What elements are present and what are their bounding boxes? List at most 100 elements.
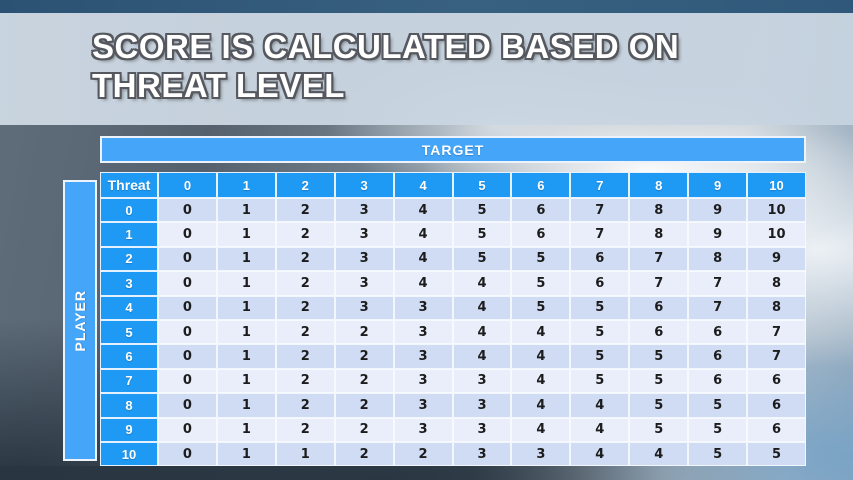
score-cell: 7 (688, 271, 748, 296)
score-cell: 3 (452, 393, 512, 418)
column-header-cell: 7 (570, 172, 630, 198)
column-header-cell: 3 (334, 172, 394, 198)
score-cell: 2 (393, 441, 453, 467)
score-cell: 2 (275, 417, 335, 442)
score-cell: 0 (158, 393, 217, 418)
threat-row-label: 4 (100, 295, 158, 320)
score-cell: 5 (629, 368, 689, 394)
score-cell: 2 (275, 246, 335, 272)
score-cell: 6 (747, 417, 806, 442)
score-cell: 0 (158, 246, 217, 272)
score-cell: 5 (688, 393, 748, 418)
score-cell: 3 (452, 368, 512, 394)
score-cell: 0 (158, 441, 217, 467)
score-cell: 6 (570, 271, 630, 296)
score-cell: 2 (275, 368, 335, 394)
score-cell: 7 (570, 222, 630, 247)
score-cell: 0 (158, 417, 217, 442)
score-cell: 6 (511, 222, 571, 247)
score-cell: 5 (570, 368, 630, 394)
score-cell: 2 (275, 344, 335, 369)
score-cell: 7 (747, 344, 806, 369)
score-cell: 3 (334, 295, 394, 320)
score-cell: 7 (629, 271, 689, 296)
score-cell: 6 (688, 344, 748, 369)
score-cell: 10 (747, 222, 806, 247)
column-header-cell: 0 (158, 172, 217, 198)
score-cell: 1 (216, 319, 276, 345)
score-cell: 2 (275, 319, 335, 345)
threat-row-label: 3 (100, 271, 158, 296)
score-cell: 4 (452, 295, 512, 320)
score-cell: 5 (452, 198, 512, 223)
score-cell: 4 (393, 222, 453, 247)
score-cell: 5 (511, 246, 571, 272)
score-cell: 5 (452, 246, 512, 272)
score-cell: 4 (511, 417, 571, 442)
score-cell: 4 (570, 441, 630, 467)
score-cell: 6 (511, 198, 571, 223)
score-cell: 0 (158, 344, 217, 369)
score-cell: 6 (688, 319, 748, 345)
target-axis-band: TARGET (100, 136, 806, 163)
score-cell: 9 (688, 198, 748, 223)
score-cell: 5 (570, 295, 630, 320)
score-cell: 6 (688, 368, 748, 394)
score-cell: 2 (275, 198, 335, 223)
column-header-cell: 6 (511, 172, 571, 198)
score-cell: 5 (629, 393, 689, 418)
score-cell: 1 (216, 417, 276, 442)
score-cell: 9 (747, 246, 806, 272)
score-cell: 9 (688, 222, 748, 247)
column-header-cell: 8 (629, 172, 689, 198)
score-cell: 5 (629, 417, 689, 442)
score-cell: 1 (216, 295, 276, 320)
score-cell: 0 (158, 295, 217, 320)
score-cell: 3 (393, 344, 453, 369)
score-cell: 1 (216, 246, 276, 272)
page-title: SCORE IS CALCULATED BASED ON THREAT LEVE… (92, 27, 679, 105)
score-cell: 5 (511, 295, 571, 320)
score-cell: 8 (629, 198, 689, 223)
score-cell: 1 (216, 344, 276, 369)
score-cell: 4 (452, 271, 512, 296)
score-cell: 5 (688, 417, 748, 442)
score-cell: 5 (511, 271, 571, 296)
threat-row-label: 5 (100, 319, 158, 345)
score-cell: 5 (570, 344, 630, 369)
score-cell: 2 (275, 393, 335, 418)
column-header-cell: 9 (688, 172, 748, 198)
score-cell: 5 (688, 441, 748, 467)
column-header-cell: 1 (216, 172, 276, 198)
column-header-cell: 2 (275, 172, 335, 198)
column-header-cell: 4 (393, 172, 453, 198)
score-cell: 4 (511, 368, 571, 394)
bottom-sky-strip (0, 466, 853, 480)
score-cell: 4 (511, 319, 571, 345)
score-cell: 3 (334, 246, 394, 272)
score-cell: 0 (158, 319, 217, 345)
score-cell: 2 (334, 344, 394, 369)
score-cell: 3 (452, 417, 512, 442)
score-cell: 1 (216, 198, 276, 223)
score-cell: 1 (216, 271, 276, 296)
score-cell: 8 (688, 246, 748, 272)
page-title-line1: SCORE IS CALCULATED BASED ON (92, 28, 680, 65)
score-cell: 5 (570, 319, 630, 345)
threat-row-label: 10 (100, 441, 158, 467)
column-header-cell: 5 (452, 172, 512, 198)
score-cell: 4 (393, 246, 453, 272)
score-cell: 6 (629, 295, 689, 320)
threat-row-label: 8 (100, 393, 158, 418)
score-cell: 6 (570, 246, 630, 272)
score-cell: 4 (452, 319, 512, 345)
score-cell: 2 (334, 417, 394, 442)
threat-row-label: 2 (100, 246, 158, 272)
score-cell: 2 (334, 393, 394, 418)
top-sky-strip (0, 0, 853, 13)
score-cell: 4 (393, 271, 453, 296)
score-cell: 1 (216, 393, 276, 418)
score-cell: 3 (393, 319, 453, 345)
score-cell: 0 (158, 368, 217, 394)
